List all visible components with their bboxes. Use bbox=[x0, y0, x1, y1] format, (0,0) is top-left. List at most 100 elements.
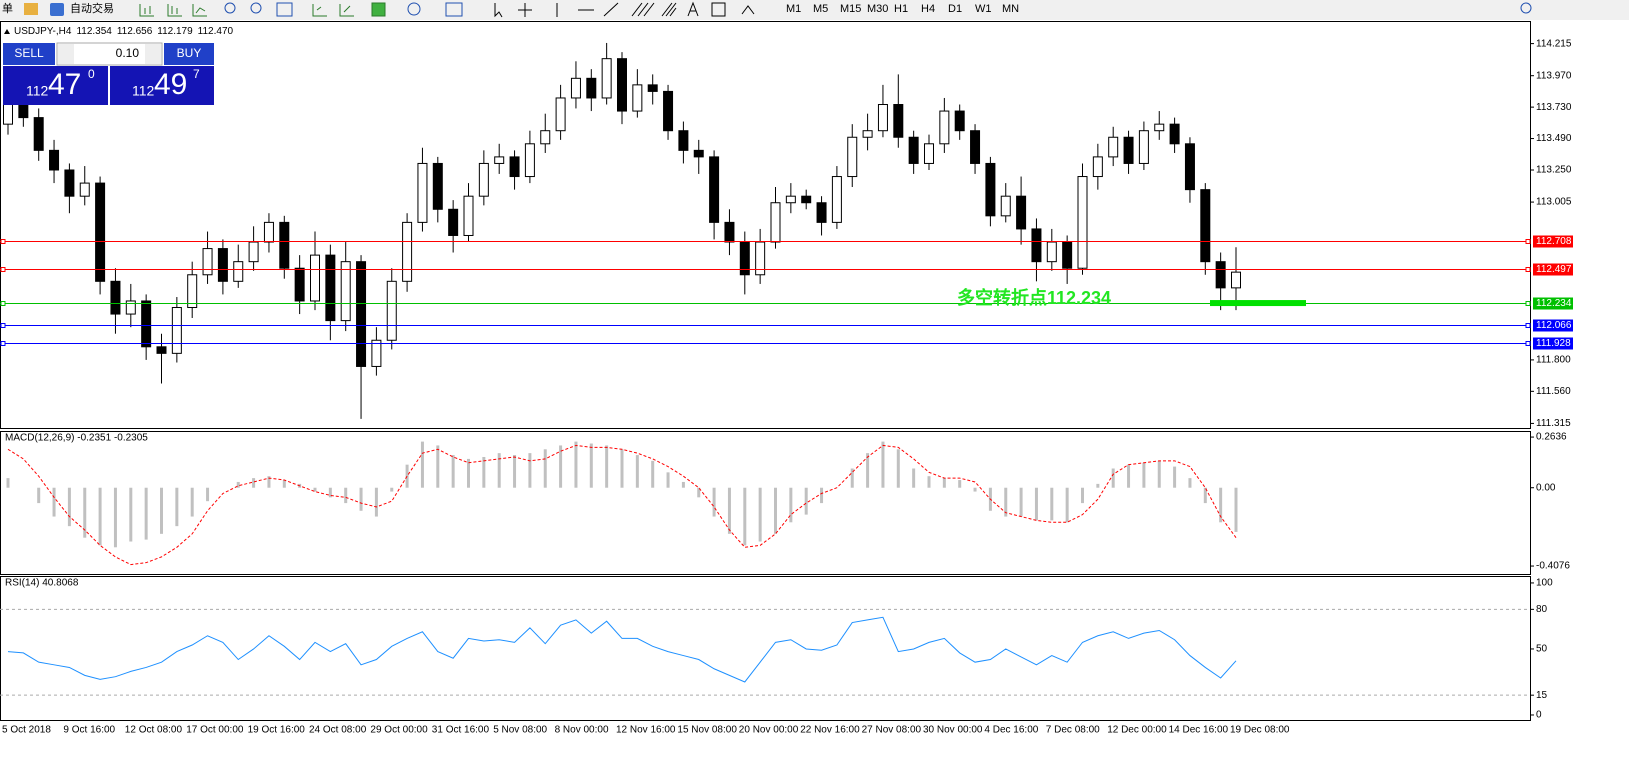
icon[interactable] bbox=[371, 2, 386, 17]
macd-bar bbox=[1096, 483, 1100, 488]
macd-bar bbox=[942, 478, 946, 488]
icon[interactable] bbox=[192, 4, 207, 17]
quote: 112.354 bbox=[76, 26, 112, 37]
lot-down[interactable] bbox=[58, 44, 74, 64]
candle-body bbox=[831, 176, 842, 223]
macd-bar bbox=[1127, 464, 1131, 488]
icon[interactable] bbox=[339, 4, 354, 17]
icon[interactable] bbox=[741, 5, 755, 15]
y-tick-label: 0 bbox=[1536, 710, 1542, 721]
candle-body bbox=[724, 221, 735, 243]
y-tick-label: -0.4076 bbox=[1536, 561, 1570, 572]
bid-main: 47 bbox=[48, 68, 81, 101]
icon[interactable] bbox=[312, 4, 327, 17]
icon[interactable] bbox=[631, 2, 655, 17]
y-tick-label: 113.970 bbox=[1536, 70, 1572, 81]
sell-button[interactable] bbox=[3, 43, 55, 65]
macd-bar bbox=[881, 441, 885, 488]
candle-body bbox=[970, 130, 981, 164]
candle-body bbox=[156, 346, 167, 354]
candle-body bbox=[371, 339, 382, 367]
timeframe: W1 bbox=[975, 3, 992, 15]
candle-body bbox=[402, 221, 413, 282]
level-label: 112.497 bbox=[1536, 264, 1572, 275]
lot-up[interactable] bbox=[145, 44, 161, 64]
icon[interactable] bbox=[250, 2, 262, 14]
macd-bar bbox=[1157, 460, 1161, 488]
icon[interactable] bbox=[494, 3, 503, 18]
candle-body bbox=[601, 58, 612, 99]
y-tick-label: 113.005 bbox=[1536, 197, 1572, 208]
icon[interactable] bbox=[24, 3, 38, 15]
x-tick-label: 22 Nov 16:00 bbox=[800, 725, 860, 736]
candle-body bbox=[1123, 136, 1134, 164]
icon[interactable] bbox=[711, 2, 726, 17]
macd-bar bbox=[1203, 487, 1207, 504]
icon[interactable] bbox=[603, 2, 619, 17]
macd-bar bbox=[37, 487, 41, 504]
candle-body bbox=[862, 130, 873, 138]
icon[interactable] bbox=[445, 2, 463, 17]
x-tick-label: 29 Oct 00:00 bbox=[370, 725, 428, 736]
macd-bar bbox=[313, 487, 317, 492]
candle-body bbox=[570, 77, 581, 99]
candle-body bbox=[847, 136, 858, 178]
candle-body bbox=[1046, 241, 1057, 263]
macd-bar bbox=[374, 487, 378, 517]
icon[interactable] bbox=[139, 4, 154, 17]
bid-box[interactable] bbox=[3, 66, 108, 105]
x-tick-label: 14 Dec 16:00 bbox=[1169, 725, 1229, 736]
candle-body bbox=[893, 104, 904, 138]
x-tick-label: 19 Oct 16:00 bbox=[248, 725, 306, 736]
candle-body bbox=[110, 280, 121, 315]
macd-bar bbox=[267, 476, 271, 488]
level-handle bbox=[1525, 239, 1531, 244]
ask-box[interactable] bbox=[110, 66, 214, 105]
candle-body bbox=[1215, 261, 1226, 289]
icon[interactable] bbox=[687, 1, 699, 17]
icon[interactable] bbox=[661, 2, 677, 17]
plot: M1 M5 M15 M30 H1 H4 D1 W1 MN 114.215 113.970 113.73… bbox=[0, 3, 1573, 736]
icon[interactable] bbox=[167, 4, 182, 17]
lot-input[interactable] bbox=[56, 42, 163, 66]
y-tick-label: 15 bbox=[1536, 690, 1548, 701]
y-tick-label: 113.250 bbox=[1536, 165, 1572, 176]
candle-body bbox=[3, 104, 13, 125]
macd-bar bbox=[236, 481, 240, 488]
menu[interactable]: 单 bbox=[2, 2, 13, 15]
candle-body bbox=[325, 254, 336, 322]
macd-bar bbox=[651, 460, 655, 488]
symbol: USDJPY-,H4 bbox=[14, 26, 72, 37]
candle-body bbox=[816, 202, 827, 223]
icon[interactable] bbox=[276, 2, 293, 17]
y-tick-label: 80 bbox=[1536, 604, 1548, 615]
candle-body bbox=[79, 182, 90, 197]
macd-bar bbox=[758, 487, 762, 542]
icon[interactable] bbox=[50, 3, 64, 16]
macd-bar bbox=[175, 487, 179, 527]
level-handle bbox=[0, 341, 6, 346]
auto-trade[interactable]: 自动交易 bbox=[70, 1, 114, 15]
icon[interactable] bbox=[1520, 2, 1532, 14]
candle-body bbox=[1108, 136, 1119, 158]
icon[interactable] bbox=[224, 2, 236, 14]
macd-bar bbox=[804, 487, 808, 515]
level-handle bbox=[1525, 267, 1531, 272]
quote: 112.656 bbox=[117, 26, 153, 37]
candle-body bbox=[1016, 195, 1027, 230]
y-tick-label: 111.560 bbox=[1536, 386, 1571, 397]
level-handle bbox=[0, 267, 6, 272]
macd-bar bbox=[712, 487, 716, 517]
candle-body bbox=[1231, 271, 1241, 289]
y-tick-label: 114.215 bbox=[1536, 38, 1572, 49]
level-label-bg bbox=[1533, 319, 1573, 332]
icon[interactable] bbox=[407, 2, 421, 16]
candle-body bbox=[785, 195, 796, 204]
candle-body bbox=[33, 117, 44, 151]
macd-bar bbox=[681, 481, 685, 488]
macd-bar bbox=[1111, 468, 1115, 488]
timeframe: M5 bbox=[813, 3, 828, 15]
icon[interactable] bbox=[518, 3, 532, 17]
chart-header: USDJPY-,H4 112.354 112.656 112.179 112.470 bbox=[14, 26, 234, 37]
buy-button[interactable] bbox=[164, 43, 214, 65]
